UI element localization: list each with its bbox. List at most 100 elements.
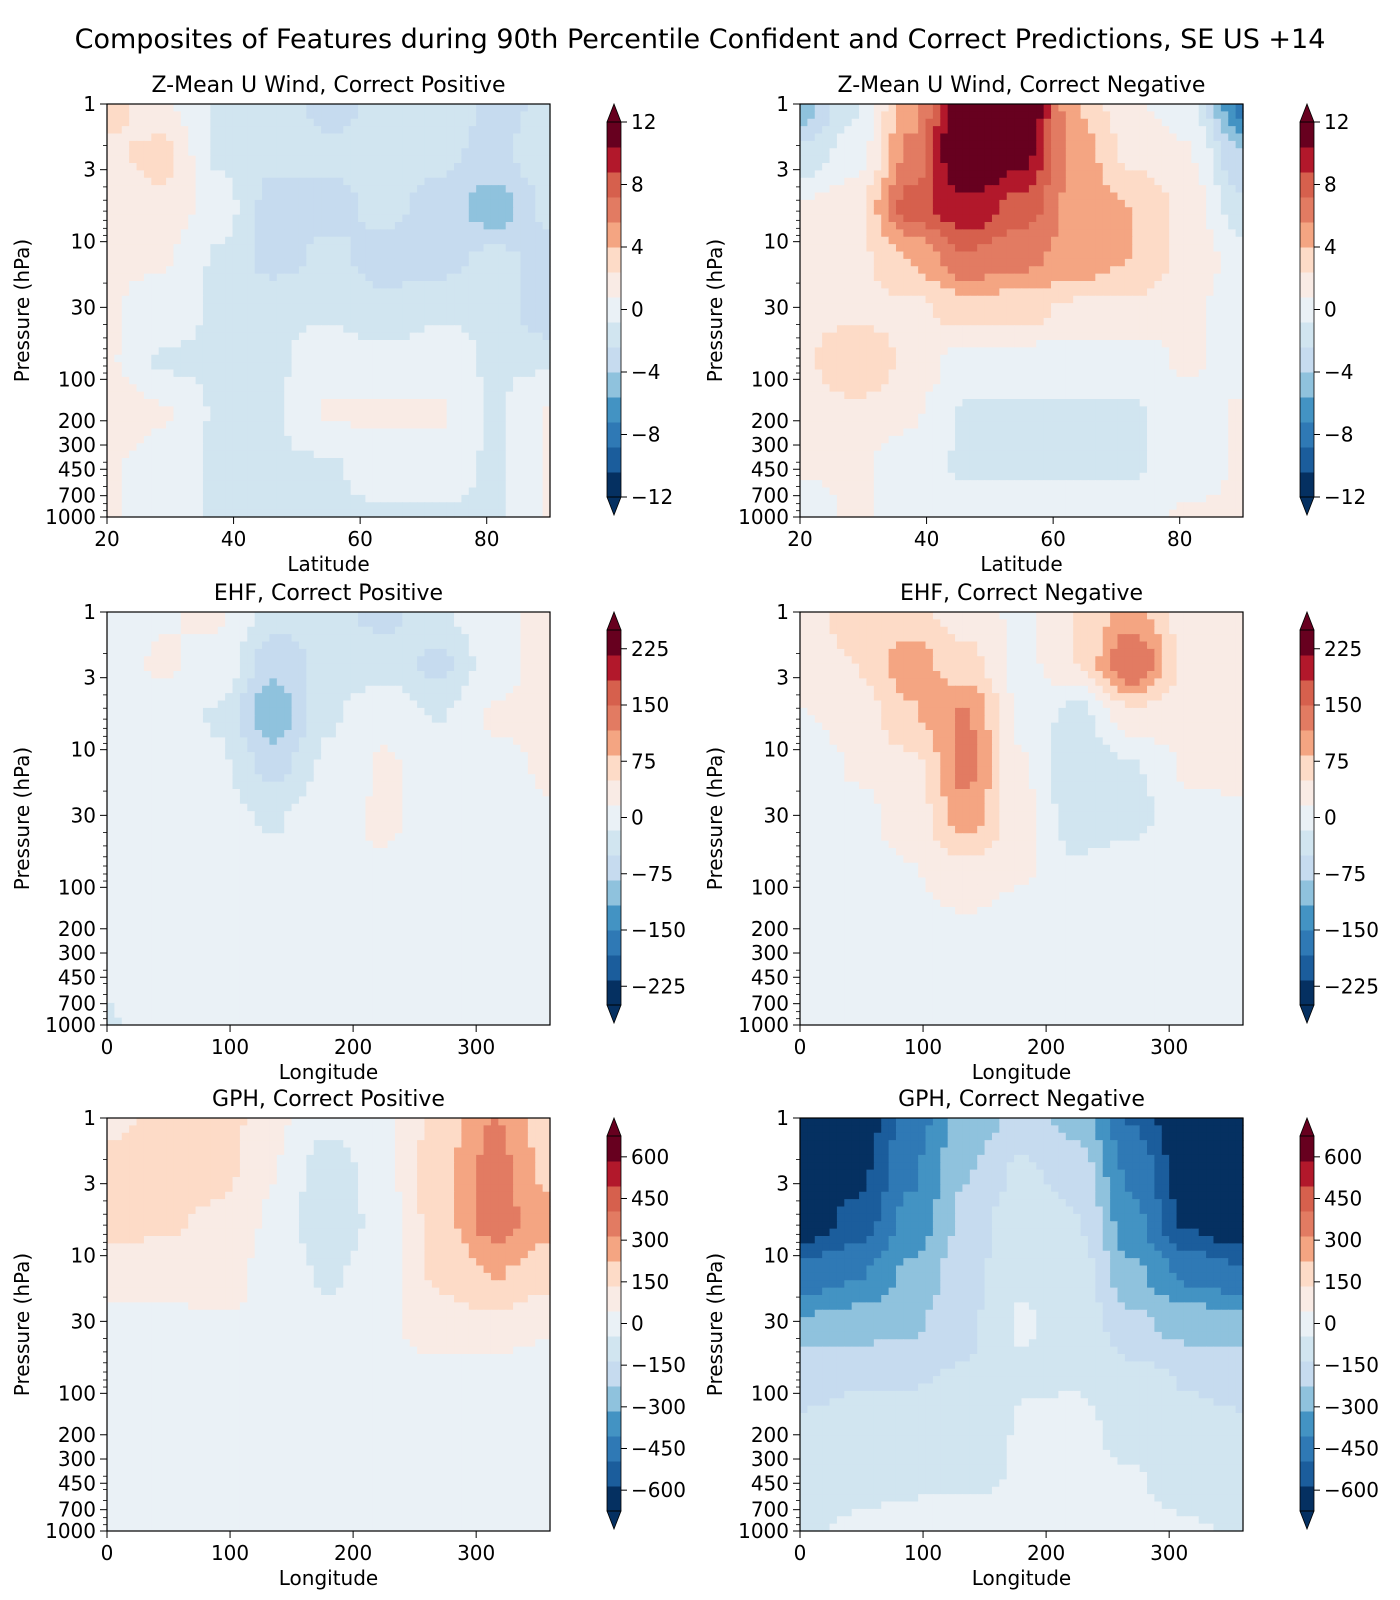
heatmap-cell <box>484 399 492 407</box>
heatmap-cell <box>506 333 514 341</box>
heatmap-cell <box>491 311 499 319</box>
heatmap-cell <box>992 193 1000 201</box>
heatmap-cell <box>830 200 838 208</box>
heatmap-cell <box>225 488 233 496</box>
heatmap-cell <box>358 347 366 355</box>
heatmap-cell <box>1103 170 1111 178</box>
heatmap-cell <box>269 281 277 289</box>
heatmap-cell <box>129 362 137 370</box>
heatmap-cell <box>476 377 484 385</box>
heatmap-cell <box>520 141 528 149</box>
heatmap-cell <box>114 495 122 503</box>
heatmap-cell <box>1022 170 1030 178</box>
heatmap-cell <box>1029 244 1037 252</box>
heatmap-cell <box>129 126 137 134</box>
heatmap-cell <box>343 311 351 319</box>
heatmap-cell <box>336 237 344 245</box>
heatmap-cell <box>439 200 447 208</box>
heatmap-cell <box>491 185 499 193</box>
heatmap-cell <box>881 207 889 215</box>
heatmap-cell <box>151 480 159 488</box>
heatmap-cell <box>321 126 329 134</box>
heatmap-cell <box>277 303 285 311</box>
heatmap-cell <box>181 141 189 149</box>
heatmap-cell <box>506 244 514 252</box>
heatmap-cell <box>491 288 499 296</box>
heatmap-cell <box>299 325 307 333</box>
heatmap-cell <box>247 126 255 134</box>
heatmap-cell <box>1162 266 1170 274</box>
heatmap-cell <box>417 207 425 215</box>
heatmap-cell <box>144 443 152 451</box>
heatmap-cell <box>240 377 248 385</box>
heatmap-cell <box>424 340 432 348</box>
heatmap-cell <box>358 502 366 510</box>
heatmap-cell <box>351 436 359 444</box>
heatmap-cell <box>284 185 292 193</box>
heatmap-cell <box>461 215 469 223</box>
heatmap-cell <box>277 414 285 422</box>
heatmap-cell <box>218 259 226 267</box>
heatmap-cell <box>343 281 351 289</box>
heatmap-cell <box>151 311 159 319</box>
heatmap-cell <box>402 119 410 127</box>
heatmap-cell <box>926 229 934 237</box>
heatmap-cell <box>866 215 874 223</box>
heatmap-cell <box>948 111 956 119</box>
heatmap-cell <box>1154 178 1162 186</box>
heatmap-cell <box>1058 178 1066 186</box>
heatmap-cell <box>815 111 823 119</box>
heatmap-cell <box>535 429 543 437</box>
heatmap-cell <box>233 104 241 112</box>
heatmap-cell <box>388 399 396 407</box>
heatmap-cell <box>166 259 174 267</box>
heatmap-cell <box>461 237 469 245</box>
heatmap-cell <box>365 495 373 503</box>
heatmap-cell <box>388 104 396 112</box>
heatmap-cell <box>432 377 440 385</box>
heatmap-cell <box>151 370 159 378</box>
heatmap-cell <box>410 377 418 385</box>
heatmap-cell <box>1177 104 1185 112</box>
heatmap-cell <box>240 384 248 392</box>
heatmap-cell <box>388 421 396 429</box>
heatmap-cell <box>225 406 233 414</box>
heatmap-cell <box>233 355 241 363</box>
heatmap-cell <box>439 347 447 355</box>
heatmap-cell <box>1221 193 1229 201</box>
heatmap-cell <box>329 318 337 326</box>
heatmap-cell <box>985 274 993 282</box>
heatmap-cell <box>299 119 307 127</box>
heatmap-cell <box>977 126 985 134</box>
heatmap-cell <box>336 303 344 311</box>
heatmap-cell <box>336 281 344 289</box>
heatmap-cell <box>1029 259 1037 267</box>
heatmap-cell <box>188 429 196 437</box>
heatmap-cell <box>520 399 528 407</box>
heatmap-cell <box>962 156 970 164</box>
heatmap-cell <box>417 200 425 208</box>
x-tick-label: 80 <box>474 527 499 551</box>
heatmap-cell <box>299 429 307 437</box>
heatmap-cell <box>520 207 528 215</box>
heatmap-cell <box>911 178 919 186</box>
heatmap-cell <box>306 502 314 510</box>
heatmap-cell <box>321 303 329 311</box>
heatmap-cell <box>1162 111 1170 119</box>
heatmap-cell <box>380 252 388 260</box>
heatmap-cell <box>528 259 536 267</box>
heatmap-cell <box>1162 126 1170 134</box>
heatmap-cell <box>852 215 860 223</box>
heatmap-cell <box>380 406 388 414</box>
heatmap-cell <box>247 392 255 400</box>
heatmap-cell <box>454 355 462 363</box>
heatmap-cell <box>380 288 388 296</box>
heatmap-cell <box>129 473 137 481</box>
heatmap-cell <box>306 259 314 267</box>
heatmap-cell <box>114 281 122 289</box>
heatmap-cell <box>255 170 263 178</box>
heatmap-cell <box>513 355 521 363</box>
heatmap-cell <box>1206 141 1214 149</box>
heatmap-cell <box>218 229 226 237</box>
heatmap-cell <box>424 429 432 437</box>
